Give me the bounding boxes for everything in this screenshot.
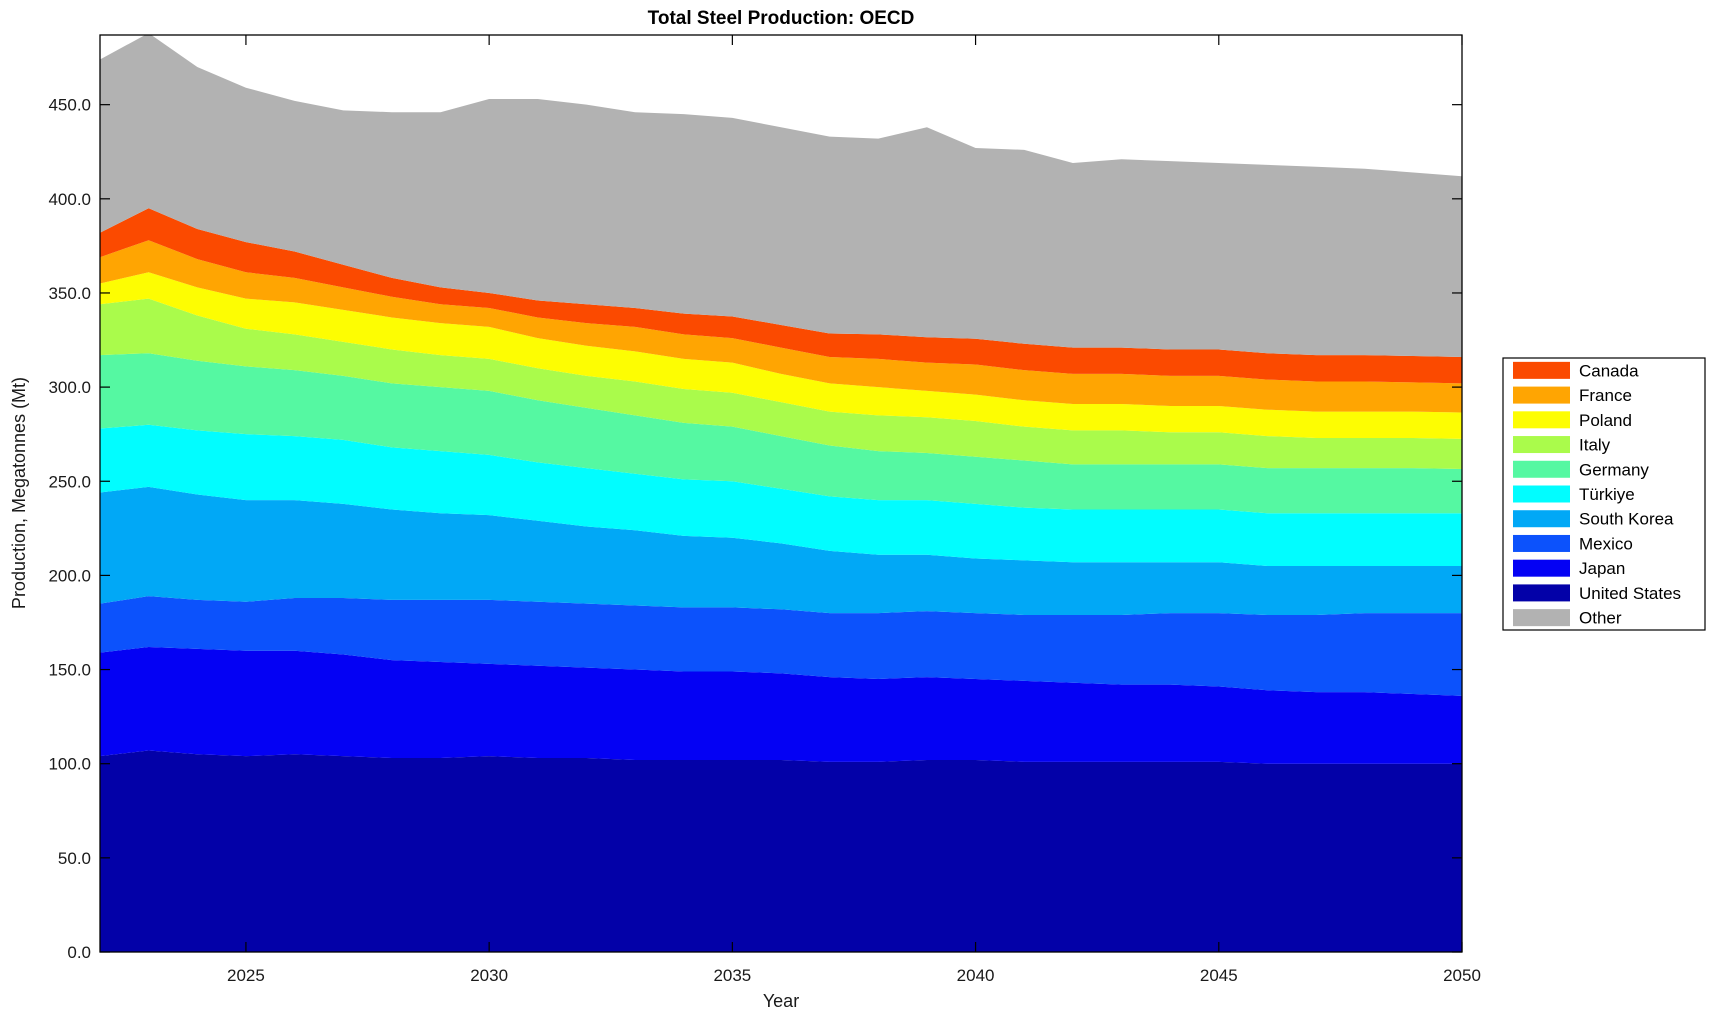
legend-label: South Korea (1579, 510, 1674, 529)
legend-item-south-korea: South Korea (1513, 510, 1674, 529)
legend-item-other: Other (1513, 609, 1622, 628)
legend-swatch (1513, 534, 1570, 552)
area-canada (100, 208, 1462, 384)
legend-label: Canada (1579, 361, 1639, 380)
legend-item-germany: Germany (1513, 460, 1649, 479)
legend-label: Türkiye (1579, 485, 1635, 504)
y-tick-label: 300.0 (48, 378, 91, 397)
legend-swatch (1513, 386, 1570, 404)
axis-tick-labels-group: 2025 2030 2035 2040 2045 2050 0.0 50.0 100.0 150.… (48, 96, 1480, 985)
legend-item-italy: Italy (1513, 436, 1611, 455)
legend: Canada France Poland Italy Germany Türkiye Sou… (1502, 357, 1706, 631)
x-tick-label: 2030 (470, 966, 508, 985)
legend-swatch (1513, 460, 1570, 478)
area-italy (100, 298, 1462, 470)
x-axis-label: Year (763, 991, 799, 1011)
legend-label: Germany (1579, 460, 1649, 479)
legend-swatch (1513, 485, 1570, 503)
legend-item-canada: Canada (1513, 361, 1639, 380)
legend-item-japan: Japan (1513, 559, 1625, 578)
area-united-states (100, 750, 1462, 952)
area-germany (100, 353, 1462, 514)
x-tick-label: 2040 (957, 966, 995, 985)
legend-swatch (1513, 411, 1570, 429)
y-tick-label: 250.0 (48, 472, 91, 491)
area-japan (100, 646, 1462, 764)
legend-label: Other (1579, 609, 1622, 628)
y-tick-label: 100.0 (48, 755, 91, 774)
legend-swatch (1513, 584, 1570, 602)
y-axis-label: Production, Megatonnes (Mt) (9, 377, 29, 609)
legend-label: Italy (1579, 436, 1611, 455)
legend-label: France (1579, 386, 1632, 405)
y-tick-label: 150.0 (48, 661, 91, 680)
x-tick-label: 2045 (1200, 966, 1238, 985)
legend-swatch (1513, 436, 1570, 454)
legend-item-türkiye: Türkiye (1513, 485, 1635, 504)
legend-swatch (1513, 609, 1570, 627)
x-tick-label: 2025 (227, 966, 265, 985)
area-south-korea (100, 486, 1462, 615)
y-tick-label: 50.0 (58, 849, 91, 868)
area-mexico (100, 596, 1462, 696)
y-tick-label: 200.0 (48, 566, 91, 585)
area-türkiye (100, 424, 1462, 566)
legend-swatch (1513, 361, 1570, 379)
chart-title: Total Steel Production: OECD (648, 8, 915, 29)
legend-item-france: France (1513, 386, 1632, 405)
y-tick-label: 350.0 (48, 284, 91, 303)
legend-item-united-states: United States (1513, 584, 1681, 603)
x-tick-label: 2035 (713, 966, 751, 985)
y-tick-label: 450.0 (48, 96, 91, 115)
legend-label: United States (1579, 584, 1681, 603)
x-tick-label: 2050 (1443, 966, 1481, 985)
area-other (100, 35, 1462, 357)
legend-label: Mexico (1579, 534, 1633, 553)
legend-label: Poland (1579, 411, 1632, 430)
area-series-group (100, 35, 1462, 952)
area-france (100, 240, 1462, 413)
legend-item-mexico: Mexico (1513, 534, 1633, 553)
plot-border (99, 34, 1463, 953)
legend-swatch (1513, 510, 1570, 528)
y-tick-label: 400.0 (48, 190, 91, 209)
area-poland (100, 272, 1462, 439)
legend-item-poland: Poland (1513, 411, 1632, 430)
axis-ticks-group (100, 35, 1463, 953)
y-tick-label: 0.0 (67, 943, 91, 962)
legend-label: Japan (1579, 559, 1625, 578)
legend-swatch (1513, 559, 1570, 577)
